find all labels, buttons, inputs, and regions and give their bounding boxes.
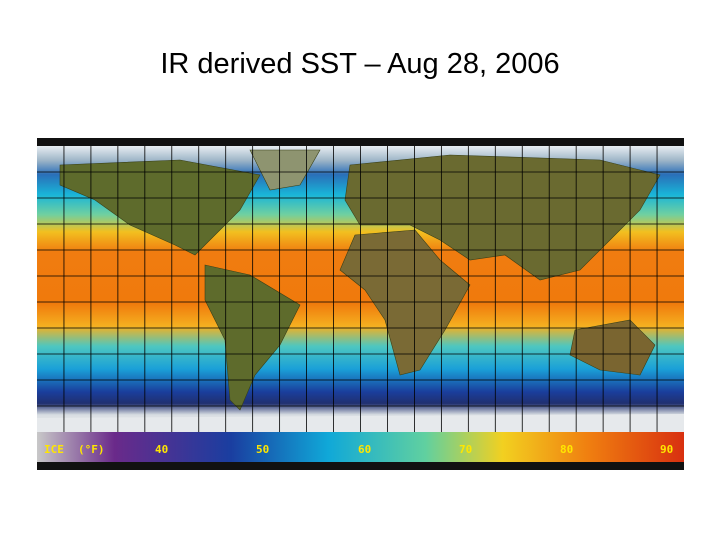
colorbar-label: (°F): [78, 443, 105, 456]
colorbar-label: 90: [660, 443, 673, 456]
colorbar-label: 80: [560, 443, 573, 456]
graticule: [37, 146, 684, 432]
colorbar-label: 60: [358, 443, 371, 456]
colorbar-label: ICE: [44, 443, 64, 456]
slide-title: IR derived SST – Aug 28, 2006: [160, 48, 560, 80]
colorbar: [37, 432, 684, 462]
colorbar-label: 70: [459, 443, 472, 456]
colorbar-label: 40: [155, 443, 168, 456]
colorbar-label: 50: [256, 443, 269, 456]
